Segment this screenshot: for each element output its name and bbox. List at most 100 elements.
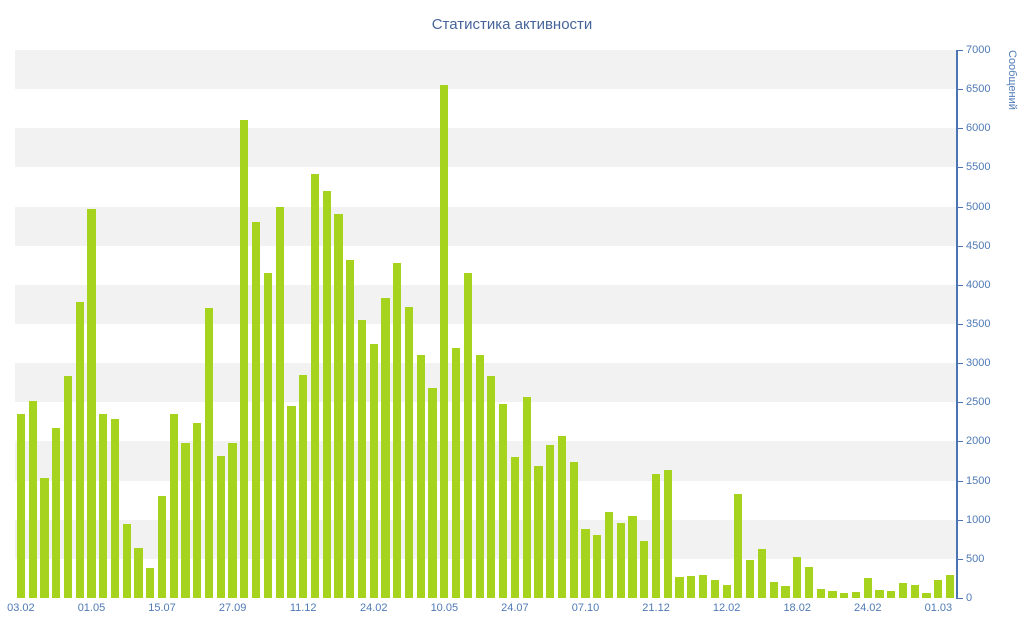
bar[interactable] [240,120,249,598]
bar[interactable] [252,222,261,598]
bar[interactable] [440,85,449,598]
grid-band [15,89,956,128]
bar[interactable] [687,576,696,598]
y-tick [958,50,963,51]
bar[interactable] [863,578,872,598]
bar[interactable] [228,443,237,598]
bar[interactable] [204,308,214,598]
bar[interactable] [122,523,131,598]
bar[interactable] [546,445,555,598]
bar[interactable] [663,469,672,598]
bar[interactable] [569,461,578,598]
bar[interactable] [816,588,825,598]
bar[interactable] [616,522,625,598]
bar[interactable] [428,388,437,598]
grid-band [15,519,956,559]
y-tick-label: 500 [966,552,985,565]
bar[interactable] [946,574,955,598]
bar[interactable] [99,414,108,598]
bar[interactable] [781,586,790,598]
bar[interactable] [898,583,908,598]
bar[interactable] [216,456,225,598]
bar[interactable] [934,580,943,598]
bar[interactable] [757,549,767,598]
bar[interactable] [769,582,778,598]
bar[interactable] [851,591,861,598]
bar[interactable] [357,320,367,598]
bar[interactable] [887,590,896,598]
bar[interactable] [628,515,637,598]
bar[interactable] [110,418,120,598]
bar[interactable] [157,496,167,598]
grid-band [15,402,956,441]
bar[interactable] [263,273,272,598]
bar[interactable] [416,355,425,598]
bar[interactable] [287,406,296,598]
bar[interactable] [381,298,390,598]
grid-band [15,324,956,363]
bar[interactable] [404,306,414,598]
bar[interactable] [475,355,484,598]
y-tick-label: 6000 [966,122,991,135]
bar[interactable] [451,347,461,598]
bar[interactable] [134,547,143,598]
chart-title: Статистика активности [431,16,593,33]
bar[interactable] [651,474,661,598]
bar[interactable] [640,540,649,598]
bar[interactable] [675,576,684,598]
bar[interactable] [87,208,96,598]
y-tick-label: 3000 [966,357,991,370]
bar[interactable] [334,214,343,598]
bar[interactable] [16,414,25,598]
bar[interactable] [875,590,884,598]
bar[interactable] [581,529,590,598]
bar[interactable] [840,593,849,598]
bar[interactable] [804,566,814,598]
bar[interactable] [793,556,802,598]
bar[interactable] [299,374,308,598]
bar[interactable] [746,560,755,598]
bar[interactable] [604,511,614,598]
x-tick-label: 11.12 [289,602,317,614]
bar[interactable] [557,435,567,598]
bar[interactable] [169,414,178,598]
grid-band [15,206,956,246]
bar[interactable] [698,575,708,598]
bar[interactable] [310,173,320,598]
y-tick [958,598,963,599]
plot-area [15,50,956,598]
bar[interactable] [193,422,202,598]
bar[interactable] [146,568,155,598]
bar[interactable] [75,302,84,598]
x-tick-label: 15.07 [148,602,176,614]
bar[interactable] [40,478,49,598]
bar[interactable] [52,428,61,598]
bar[interactable] [722,585,731,598]
bar[interactable] [910,585,919,598]
y-axis-title: Сообщений [1006,50,1018,110]
bar[interactable] [534,466,543,598]
bar[interactable] [734,493,743,598]
bar[interactable] [510,457,519,598]
bar[interactable] [828,590,837,598]
x-tick-label: 10.05 [430,602,459,614]
bar[interactable] [593,535,602,598]
bar[interactable] [393,262,402,598]
bar[interactable] [487,375,496,598]
y-tick-label: 3500 [966,318,991,330]
y-axis-line [956,50,958,599]
bar[interactable] [181,443,190,598]
bar[interactable] [499,403,508,598]
bar[interactable] [369,343,378,598]
grid-band [15,167,956,206]
bar[interactable] [28,400,37,598]
bar[interactable] [463,273,472,598]
bar[interactable] [710,580,719,598]
bar[interactable] [63,375,73,598]
bar[interactable] [275,206,284,598]
y-tick-label: 1000 [966,513,991,526]
bar[interactable] [522,396,531,598]
bar[interactable] [922,593,931,598]
bar[interactable] [322,190,331,598]
bar[interactable] [346,259,355,598]
